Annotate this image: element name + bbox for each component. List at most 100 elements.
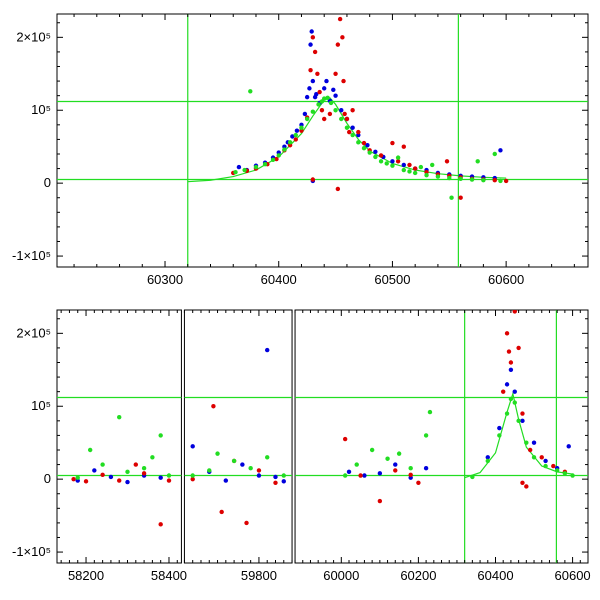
data-point: [166, 478, 172, 483]
data-point: [373, 149, 378, 155]
data-point: [506, 349, 512, 354]
data-point: [423, 466, 429, 471]
data-point: [350, 132, 355, 138]
data-point: [337, 16, 343, 22]
data-point: [390, 163, 395, 168]
data-point: [516, 345, 521, 351]
axes-frame: [56, 13, 589, 268]
data-point: [524, 440, 529, 445]
x-tick-label: 60600: [488, 272, 524, 287]
data-point: [158, 522, 163, 527]
x-tick-label: 59800: [241, 568, 277, 583]
data-point: [274, 156, 279, 162]
x-tick-label: 60200: [400, 568, 436, 583]
data-point: [508, 367, 514, 372]
data-point: [531, 440, 537, 445]
data-point: [322, 96, 327, 101]
y-tick-label: -1×10⁵: [12, 248, 51, 263]
data-point: [497, 425, 502, 431]
data-point: [117, 478, 122, 483]
data-point: [520, 418, 525, 424]
data-point: [395, 159, 401, 164]
data-point: [324, 78, 329, 84]
data-point: [354, 462, 359, 467]
data-point: [92, 468, 97, 473]
data-point: [539, 455, 544, 460]
data-point: [308, 67, 313, 73]
data-point: [543, 463, 548, 469]
data-point: [527, 447, 533, 453]
data-point: [314, 92, 319, 97]
data-point: [294, 128, 300, 133]
bottom-panel: 58200 58400 59800 60000 60200 60400 60600 -1×10…: [12, 309, 591, 583]
x-tick-label: 58400: [151, 568, 187, 583]
data-point: [223, 478, 229, 483]
data-point: [344, 125, 350, 130]
data-point: [310, 35, 316, 40]
data-point: [240, 462, 245, 467]
data-point: [273, 474, 278, 480]
data-point: [248, 466, 253, 471]
data-point: [71, 476, 76, 482]
top-panel: 60300 60400 60500 60600 -1×10⁵ 0 10⁵ 2×10⁵: [12, 13, 589, 287]
x-tick-label: 60400: [261, 272, 297, 287]
x-tick-label: 60000: [323, 568, 359, 583]
data-point: [498, 178, 503, 184]
data-point: [248, 89, 253, 94]
data-point: [401, 162, 406, 168]
data-point: [408, 466, 413, 471]
data-point: [416, 480, 421, 485]
data-point: [475, 159, 480, 164]
data-point: [358, 473, 363, 478]
data-point: [265, 347, 270, 353]
data-point: [273, 480, 278, 485]
data-point: [333, 71, 338, 76]
data-point: [281, 473, 286, 478]
data-point: [322, 116, 327, 122]
data-point: [512, 389, 517, 394]
data-point: [531, 455, 537, 460]
data-point: [244, 520, 249, 526]
data-point: [350, 125, 355, 130]
data-point: [412, 170, 418, 176]
data-point: [458, 176, 463, 181]
data-point: [566, 444, 571, 449]
data-point: [207, 468, 212, 473]
data-point: [407, 169, 412, 174]
data-point: [310, 177, 316, 182]
data-point: [390, 159, 395, 164]
data-point: [339, 116, 344, 122]
data-point: [276, 153, 281, 158]
data-point: [75, 475, 80, 480]
data-point: [408, 472, 413, 477]
y-tick-label: 0: [44, 175, 51, 190]
data-point: [150, 455, 155, 460]
data-point: [449, 195, 454, 200]
data-point: [492, 178, 497, 183]
data-point: [500, 389, 506, 394]
data-point: [310, 109, 316, 114]
data-point: [390, 140, 395, 146]
axes-frame: [294, 309, 589, 564]
data-point: [293, 132, 298, 138]
data-point: [125, 469, 130, 475]
data-point: [158, 433, 163, 438]
data-point: [384, 161, 389, 166]
data-point: [125, 479, 130, 485]
data-point: [325, 95, 330, 101]
data-point: [516, 418, 521, 424]
data-point: [307, 86, 312, 91]
data-point: [362, 473, 367, 478]
y-tick-label: -1×10⁵: [12, 544, 51, 559]
data-point: [312, 49, 318, 55]
data-point: [236, 164, 242, 170]
data-point: [242, 167, 247, 173]
data-point: [270, 157, 276, 163]
data-point: [377, 498, 383, 504]
data-point: [339, 108, 344, 113]
data-point: [430, 162, 435, 168]
data-point: [317, 89, 322, 95]
data-point: [369, 447, 375, 453]
data-point: [299, 125, 304, 130]
